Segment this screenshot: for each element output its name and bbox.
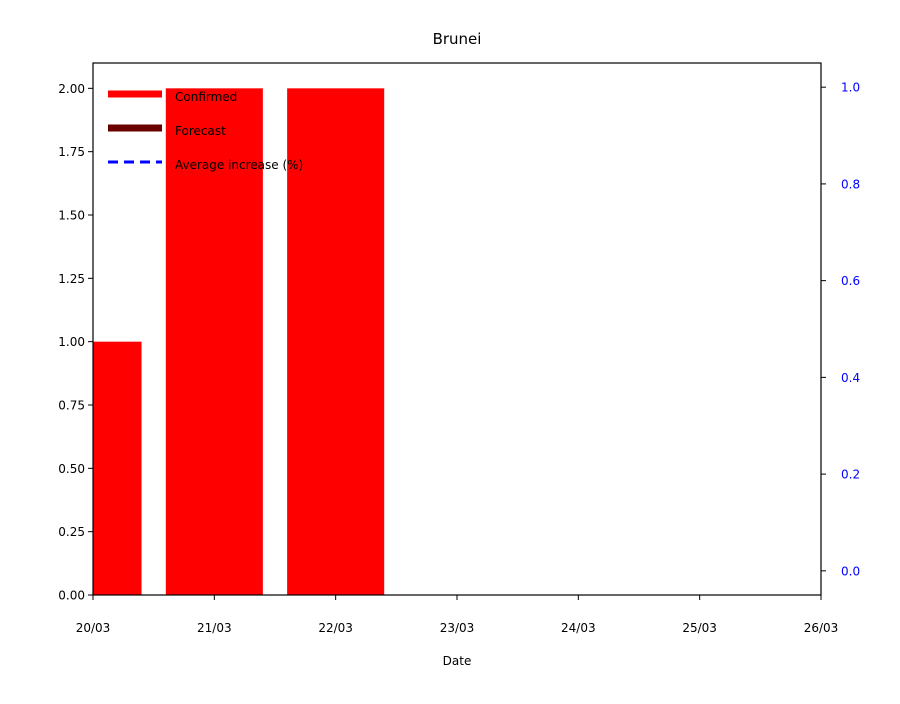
- x-tick-label: 24/03: [561, 621, 596, 635]
- y2-tick-label: 0.4: [841, 371, 860, 385]
- x-axis: 20/03 21/03 22/03 23/03 24/03 25/03 26/03: [76, 595, 839, 635]
- x-tick-label: 21/03: [197, 621, 232, 635]
- legend: Confirmed Forecast Average increase (%): [108, 90, 303, 172]
- x-tick-label: 23/03: [440, 621, 475, 635]
- y-tick-label: 0.75: [58, 399, 85, 413]
- chart-title: Brunei: [433, 30, 482, 48]
- y-tick-label: 2.00: [58, 82, 85, 96]
- x-tick-label: 20/03: [76, 621, 111, 635]
- x-tick-label: 26/03: [804, 621, 839, 635]
- y2-tick-label: 0.0: [841, 564, 860, 578]
- x-tick-label: 25/03: [682, 621, 717, 635]
- y-axis-left: 0.00 0.25 0.50 0.75 1.00 1.25 1.50 1.75 2.00: [58, 82, 93, 603]
- bar-confirmed-0: [93, 341, 142, 595]
- y2-tick-label: 0.6: [841, 274, 860, 288]
- x-axis-label: Date: [443, 654, 472, 668]
- y-tick-label: 1.75: [58, 145, 85, 159]
- bars-layer: [93, 88, 385, 595]
- y-tick-label: 0.25: [58, 525, 85, 539]
- bar-confirmed-1: [165, 88, 263, 595]
- y-tick-label: 0.50: [58, 462, 85, 476]
- x-tick-label: 22/03: [318, 621, 353, 635]
- y2-tick-label: 1.0: [841, 81, 860, 95]
- y-tick-label: 1.25: [58, 272, 85, 286]
- legend-label-average-increase-: Average increase (%): [175, 158, 303, 172]
- legend-label-forecast: Forecast: [175, 124, 226, 138]
- y2-tick-label: 0.8: [841, 177, 860, 191]
- y-tick-label: 0.00: [58, 589, 85, 603]
- y-tick-label: 1.50: [58, 209, 85, 223]
- y-tick-label: 1.00: [58, 335, 85, 349]
- y2-tick-label: 0.2: [841, 468, 860, 482]
- bar-confirmed-2: [287, 88, 385, 595]
- legend-label-confirmed: Confirmed: [175, 90, 237, 104]
- y-axis-right: 0.0 0.2 0.4 0.6 0.8 1.0: [821, 81, 860, 578]
